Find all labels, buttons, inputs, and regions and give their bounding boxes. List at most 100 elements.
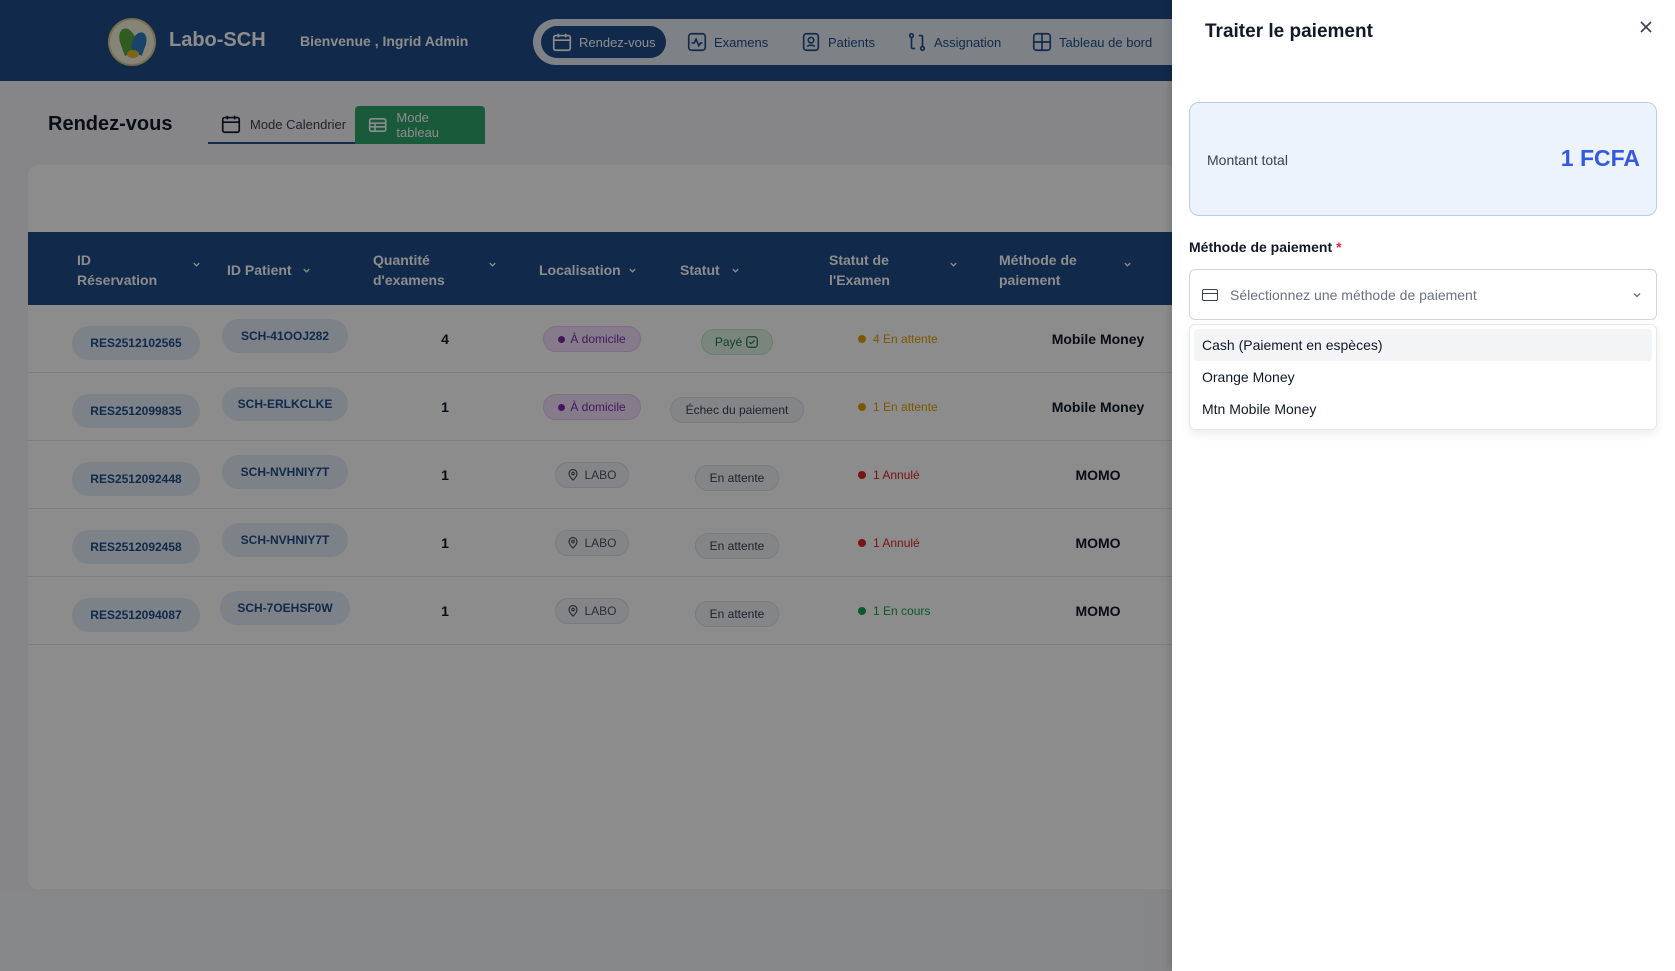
reservation-id[interactable]: RES2512102565 (72, 326, 200, 360)
bullet-icon (558, 335, 566, 343)
chevron-down-icon (193, 262, 200, 267)
location-badge: LABO (555, 462, 629, 488)
nav-tableau-de-bord[interactable]: Tableau de bord (1021, 26, 1162, 58)
total-amount-box: Montant total 1 FCFA (1189, 102, 1657, 216)
exam-status: 1 En cours (858, 604, 930, 618)
status-badge: En attente (695, 533, 779, 559)
modal-backdrop[interactable] (0, 0, 1175, 971)
table-header: ID Réservation ID Patient Quantité d'exa… (28, 232, 1178, 305)
status-badge: Échec du paiement (670, 397, 804, 423)
payment-method: Mobile Money (1051, 399, 1145, 415)
patient-id[interactable]: SCH-NVHNIY7T (222, 523, 348, 557)
exam-quantity: 1 (441, 535, 449, 551)
reservation-id[interactable]: RES2512092458 (72, 530, 200, 564)
reservation-id[interactable]: RES2512099835 (72, 394, 200, 428)
chevron-down-icon (1124, 262, 1131, 267)
nav-examens[interactable]: Examens (676, 26, 778, 58)
map-pin-icon (568, 605, 579, 617)
nav-label: Tableau de bord (1059, 34, 1153, 50)
col-quantite[interactable]: Quantité d'examens (373, 250, 496, 290)
page-title: Rendez-vous (48, 113, 173, 135)
map-pin-icon (568, 469, 579, 481)
chevron-down-icon (950, 262, 957, 267)
status-dot (858, 607, 866, 615)
patient-id[interactable]: SCH-41OOJ282 (222, 319, 348, 353)
table-icon (368, 117, 387, 133)
welcome-text: Bienvenue , Ingrid Admin (300, 33, 469, 49)
reservation-id[interactable]: RES2512094087 (72, 598, 200, 632)
select-placeholder: Sélectionnez une méthode de paiement (1230, 286, 1477, 303)
payment-panel: Traiter le paiement Montant total 1 FCFA… (1172, 0, 1675, 971)
dashboard-icon (1032, 32, 1052, 52)
col-id-patient[interactable]: ID Patient (227, 260, 310, 280)
exam-quantity: 1 (441, 603, 449, 619)
payment-method-select[interactable]: Sélectionnez une méthode de paiement (1189, 269, 1657, 320)
col-methode-paiement[interactable]: Méthode de paiement (999, 250, 1131, 290)
table-row[interactable]: RES2512092458 SCH-NVHNIY7T 1 LABO En att… (28, 509, 1178, 577)
check-square-icon (746, 336, 759, 348)
chevron-down-icon (489, 262, 496, 267)
nav-assignation[interactable]: Assignation (896, 26, 1011, 58)
option-orange-money[interactable]: Orange Money (1202, 369, 1295, 385)
reservation-id[interactable]: RES2512092448 (72, 462, 200, 496)
bullet-icon (558, 403, 566, 411)
exam-status: 1 Annulé (858, 536, 920, 550)
total-label: Montant total (1207, 152, 1288, 168)
location-badge: À domicile (543, 326, 641, 352)
option-mtn-mobile-money[interactable]: Mtn Mobile Money (1202, 401, 1317, 417)
calendar-icon (221, 115, 241, 134)
nav-rendez-vous[interactable]: Rendez-vous (541, 26, 666, 58)
tab-label: Mode tableau (396, 110, 440, 140)
activity-icon (687, 32, 707, 52)
table-row[interactable]: RES2512092448 SCH-NVHNIY7T 1 LABO En att… (28, 441, 1178, 509)
nav-patients[interactable]: Patients (790, 26, 885, 58)
required-mark: * (1336, 239, 1342, 255)
tab-mode-tableau[interactable]: Mode tableau (355, 106, 485, 144)
map-pin-icon (568, 537, 579, 549)
payment-method-label: Méthode de paiement * (1189, 239, 1342, 255)
tab-mode-calendrier[interactable]: Mode Calendrier (208, 106, 359, 144)
total-value: 1 FCFA (1560, 145, 1640, 171)
exam-quantity: 1 (441, 399, 449, 415)
table-row[interactable]: RES2512102565 SCH-41OOJ282 4 À domicile … (28, 305, 1178, 373)
calendar-icon (552, 33, 572, 52)
main-nav: Rendez-vous Examens Patients Assignation… (533, 19, 1183, 65)
col-id-reservation[interactable]: ID Réservation (77, 250, 200, 290)
credit-card-icon (1202, 288, 1218, 301)
payment-method: MOMO (1075, 603, 1121, 619)
patient-id[interactable]: SCH-7OEHSF0W (220, 591, 350, 625)
payment-method-dropdown: Cash (Paiement en espèces) Orange Money … (1189, 324, 1657, 430)
nav-label: Assignation (934, 34, 1002, 50)
top-navbar: Labo-SCH Bienvenue , Ingrid Admin Rendez… (0, 0, 1183, 81)
exam-status: 1 En attente (858, 400, 938, 414)
exam-quantity: 4 (441, 331, 449, 347)
brand-name: Labo-SCH (169, 29, 266, 51)
nav-label: Rendez-vous (579, 34, 656, 50)
status-badge: En attente (695, 601, 779, 627)
exam-status: 1 Annulé (858, 468, 920, 482)
col-statut[interactable]: Statut (680, 260, 739, 280)
table-row[interactable]: RES2512099835 SCH-ERLKCLKE 1 À domicile … (28, 373, 1178, 441)
user-badge-icon (802, 32, 820, 52)
payment-method: MOMO (1075, 467, 1121, 483)
col-localisation[interactable]: Localisation (539, 260, 636, 280)
nav-label: Patients (828, 34, 875, 50)
status-dot (858, 403, 866, 411)
status-dot (858, 335, 866, 343)
location-badge: LABO (555, 530, 629, 556)
location-badge: À domicile (543, 394, 641, 420)
exam-status: 4 En attente (858, 332, 938, 346)
exam-quantity: 1 (441, 467, 449, 483)
patient-id[interactable]: SCH-NVHNIY7T (222, 455, 348, 489)
close-button[interactable] (1635, 16, 1657, 38)
status-dot (858, 539, 866, 547)
table-row[interactable]: RES2512094087 SCH-7OEHSF0W 1 LABO En att… (28, 577, 1178, 645)
tab-label: Mode Calendrier (250, 116, 347, 132)
option-cash[interactable]: Cash (Paiement en espèces) (1194, 329, 1652, 361)
labo-sch-logo[interactable] (108, 18, 156, 66)
status-badge: Payé (701, 329, 773, 355)
patient-id[interactable]: SCH-ERLKCLKE (222, 387, 348, 421)
payment-method: MOMO (1075, 535, 1121, 551)
close-icon (1640, 21, 1652, 33)
col-statut-examen[interactable]: Statut de l'Examen (829, 250, 957, 290)
